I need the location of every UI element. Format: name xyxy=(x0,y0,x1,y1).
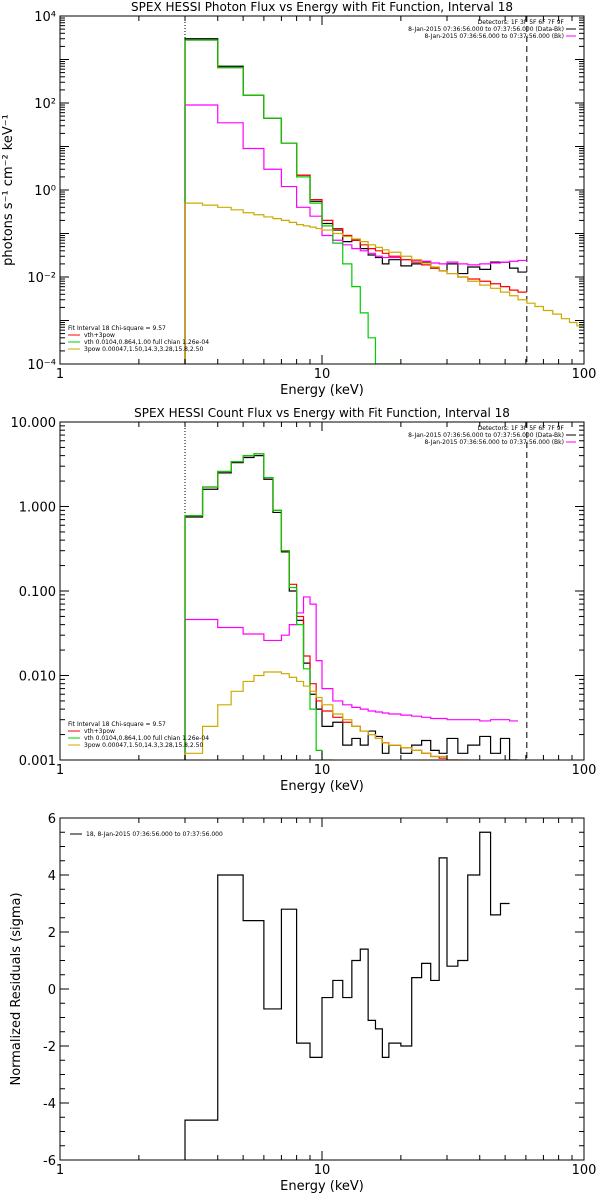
chart-title: SPEX HESSI Count Flux vs Energy with Fit… xyxy=(134,406,510,420)
x-tick-label: 10 xyxy=(314,1163,331,1178)
legend-header: Fit Interval 18 Chi-square = 9.57 xyxy=(68,721,166,728)
y-tick-label: 2 xyxy=(48,926,56,941)
y-tick-label: 0.010 xyxy=(19,670,56,685)
chart-panel-1: SPEX HESSI Photon Flux vs Energy with Fi… xyxy=(1,0,596,398)
legend-entry: 3pow 0.00047,1.50,14.3,3.28,15.8,2.50 xyxy=(84,346,203,353)
series-line-1 xyxy=(184,455,519,760)
legend-header: Fit Interval 18 Chi-square = 9.57 xyxy=(68,325,166,332)
x-tick-label: 10 xyxy=(314,367,331,382)
y-tick-label: -6 xyxy=(43,1154,56,1169)
x-axis-label: Energy (keV) xyxy=(280,383,364,398)
x-axis-label: Energy (keV) xyxy=(280,1179,364,1194)
chart-panel-2: SPEX HESSI Count Flux vs Energy with Fit… xyxy=(11,406,597,794)
legend-entry: 8-Jan-2015 07:36:56.000 to 07:37:56.000 … xyxy=(408,26,564,33)
y-tick-label: 10⁴ xyxy=(34,10,56,25)
x-tick-label: 10 xyxy=(314,763,331,778)
legend-entry: vth+3pow xyxy=(84,332,115,339)
y-tick-label: 6 xyxy=(48,812,56,827)
series-line-2 xyxy=(184,104,527,364)
y-tick-label: 0.100 xyxy=(19,585,56,600)
chart-panel-3: 1 10 100 Energy (keV) -6 -4 -2 0 2 4 6 Normalized R… xyxy=(9,812,596,1194)
legend-entry: vth 0.0104,0.864,1.00 full chian 1.26e-0… xyxy=(84,339,209,346)
legend-entry: 18, 8-Jan-2015 07:36:56.000 to 07:37:56.… xyxy=(86,831,223,838)
series-line-1 xyxy=(184,831,510,1160)
y-tick-label: -2 xyxy=(43,1040,56,1055)
y-tick-label: 4 xyxy=(48,869,56,884)
y-tick-label: 0 xyxy=(48,983,56,998)
legend-entry: 8-Jan-2015 07:36:56.000 to 07:37:56.000 … xyxy=(424,33,564,40)
plot-area xyxy=(184,831,510,1160)
y-tick-label: 1.000 xyxy=(19,501,56,516)
x-axis-label: Energy (keV) xyxy=(280,779,364,794)
series-line-4 xyxy=(184,39,401,364)
x-tick-label: 1 xyxy=(56,367,64,382)
y-tick-label: 10⁻² xyxy=(27,271,56,286)
y-tick-label: 10.000 xyxy=(11,416,57,431)
x-tick-label: 1 xyxy=(56,763,64,778)
y-tick-label: 0.001 xyxy=(19,754,56,769)
legend-entry: vth 0.0104,0.864,1.00 full chian 1.26e-0… xyxy=(84,735,209,742)
x-tick-label: 1 xyxy=(56,1163,64,1178)
legend-entry: 8-Jan-2015 07:36:56.000 to 07:37:56.000 … xyxy=(408,432,564,439)
x-tick-label: 100 xyxy=(572,763,597,778)
series-line-5 xyxy=(184,671,468,760)
legend-entry: vth+3pow xyxy=(84,728,115,735)
y-tick-label: 10⁰ xyxy=(34,184,56,199)
y-axis-label: photons s⁻¹ cm⁻² keV⁻¹ xyxy=(1,114,16,266)
y-tick-label: 10² xyxy=(34,97,56,112)
y-axis-label: Normalized Residuals (sigma) xyxy=(9,892,24,1085)
series-line-4 xyxy=(184,453,333,760)
y-tick-label: 10⁻⁴ xyxy=(27,358,56,373)
y-tick-label: -4 xyxy=(43,1097,56,1112)
x-tick-label: 100 xyxy=(572,367,597,382)
x-tick-label: 100 xyxy=(572,1163,597,1178)
chart-title: SPEX HESSI Photon Flux vs Energy with Fi… xyxy=(131,0,513,14)
legend-entry: 3pow 0.00047,1.50,14.3,3.28,15.8,2.50 xyxy=(84,742,203,749)
series-line-2 xyxy=(184,596,519,760)
plot-area xyxy=(184,422,528,760)
plot-area xyxy=(184,16,584,364)
legend-entry: 8-Jan-2015 07:36:56.000 to 07:37:56.000 … xyxy=(424,439,564,446)
legend-entry: Detectors: 1F 3F 5F 6F 7F 9F xyxy=(478,19,565,26)
legend-entry: Detectors: 1F 3F 5F 6F 7F 9F xyxy=(478,425,565,432)
series-line-5 xyxy=(184,202,584,364)
